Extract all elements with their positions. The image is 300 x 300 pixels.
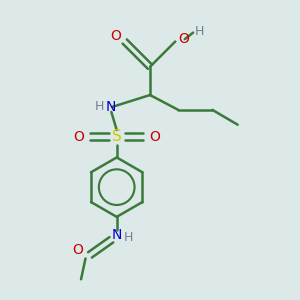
- Text: H: H: [123, 231, 133, 244]
- Text: N: N: [105, 100, 116, 114]
- Text: O: O: [73, 243, 83, 256]
- Text: S: S: [112, 129, 122, 144]
- Text: H: H: [195, 25, 204, 38]
- Text: O: O: [149, 130, 160, 144]
- Text: O: O: [178, 32, 189, 46]
- Text: O: O: [73, 130, 84, 144]
- Text: N: N: [112, 228, 122, 242]
- Text: O: O: [110, 29, 121, 43]
- Text: H: H: [95, 100, 104, 112]
